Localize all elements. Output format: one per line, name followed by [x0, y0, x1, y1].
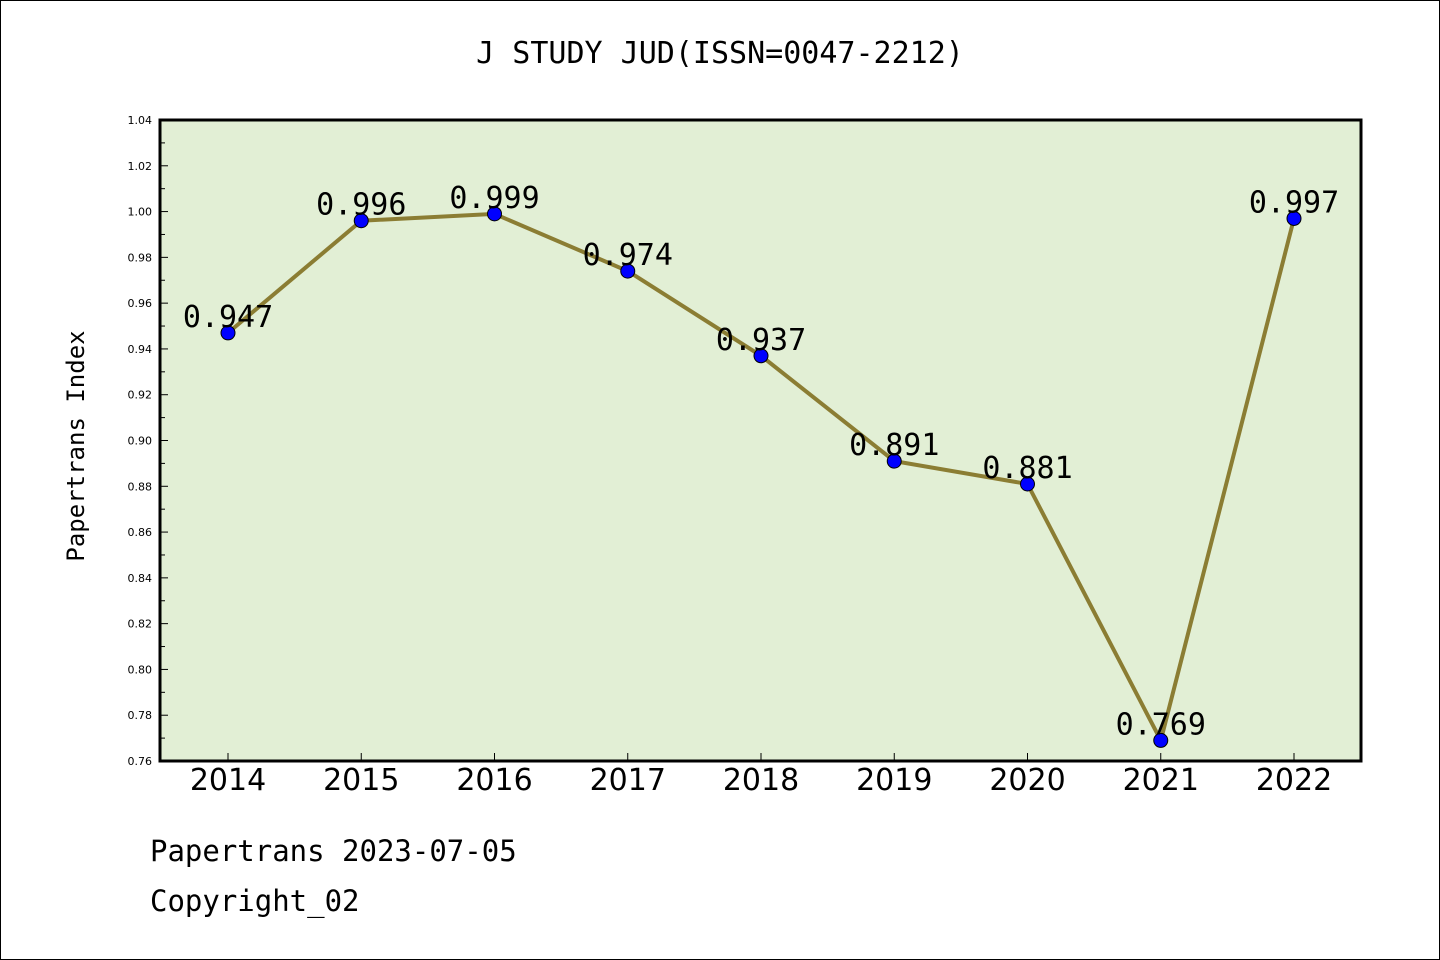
data-point [220, 325, 236, 341]
data-point [620, 263, 636, 279]
data-label: 0.997 [1249, 185, 1339, 220]
chart-title: J STUDY JUD(ISSN=0047-2212) [476, 36, 964, 71]
y-tick-label: 1.00 [128, 206, 153, 219]
x-tick-label: 2015 [323, 763, 399, 798]
y-tick-label: 0.90 [128, 435, 153, 448]
footer-copyright: Copyright_02 [150, 884, 360, 918]
data-point [1020, 476, 1035, 492]
y-tick-label: 1.04 [128, 114, 153, 127]
x-tick-label: 2018 [723, 763, 799, 798]
x-axis: 2014 2015 2016 2017 2018 2019 2020 2021 2022 [190, 753, 1332, 798]
x-tick-label: 2016 [456, 763, 532, 798]
y-axis: 0.76 0.78 0.80 0.82 0.84 0.86 0.88 0.90 0.92 0.94… [128, 114, 168, 768]
x-tick-label: 2019 [856, 763, 932, 798]
plot-border [158, 118, 1363, 763]
data-point [1153, 732, 1169, 748]
y-tick-label: 0.76 [128, 755, 153, 768]
data-point [886, 453, 902, 469]
footer-source: Papertrans 2023-07-05 [150, 834, 517, 868]
y-tick-label: 0.92 [128, 389, 153, 402]
y-tick-label: 0.98 [128, 251, 153, 264]
data-point [487, 206, 502, 222]
y-tick-label: 0.82 [128, 618, 153, 631]
data-label: 0.999 [449, 181, 539, 216]
y-axis-label: Papertrans Index [62, 330, 90, 561]
y-tick-label: 0.86 [128, 526, 153, 539]
x-tick-label: 2021 [1123, 763, 1199, 798]
data-label: 0.947 [183, 300, 273, 335]
x-tick-label: 2022 [1256, 763, 1332, 798]
data-markers [220, 206, 1302, 748]
x-tick-label: 2020 [989, 763, 1065, 798]
data-label: 0.937 [716, 323, 806, 358]
data-label: 0.974 [583, 238, 673, 273]
x-tick-label: 2017 [590, 763, 666, 798]
y-tick-label: 0.96 [128, 297, 153, 310]
y-tick-label: 0.78 [128, 709, 153, 722]
y-tick-label: 0.88 [128, 480, 153, 493]
y-tick-label: 0.84 [128, 572, 153, 585]
data-label: 0.769 [1116, 707, 1206, 742]
data-point [753, 348, 769, 364]
y-tick-label: 0.94 [128, 343, 153, 356]
data-point [353, 213, 369, 229]
x-tick-label: 2014 [190, 763, 266, 798]
data-label: 0.881 [982, 451, 1072, 486]
y-tick-label: 0.80 [128, 663, 153, 676]
y-tick-label: 1.02 [128, 160, 153, 173]
data-labels-group: 0.947 0.996 0.999 0.974 0.937 0.891 0.881 0.769… [183, 181, 1339, 743]
data-label: 0.891 [849, 428, 939, 463]
data-point [1286, 210, 1302, 226]
data-label: 0.996 [316, 188, 406, 223]
